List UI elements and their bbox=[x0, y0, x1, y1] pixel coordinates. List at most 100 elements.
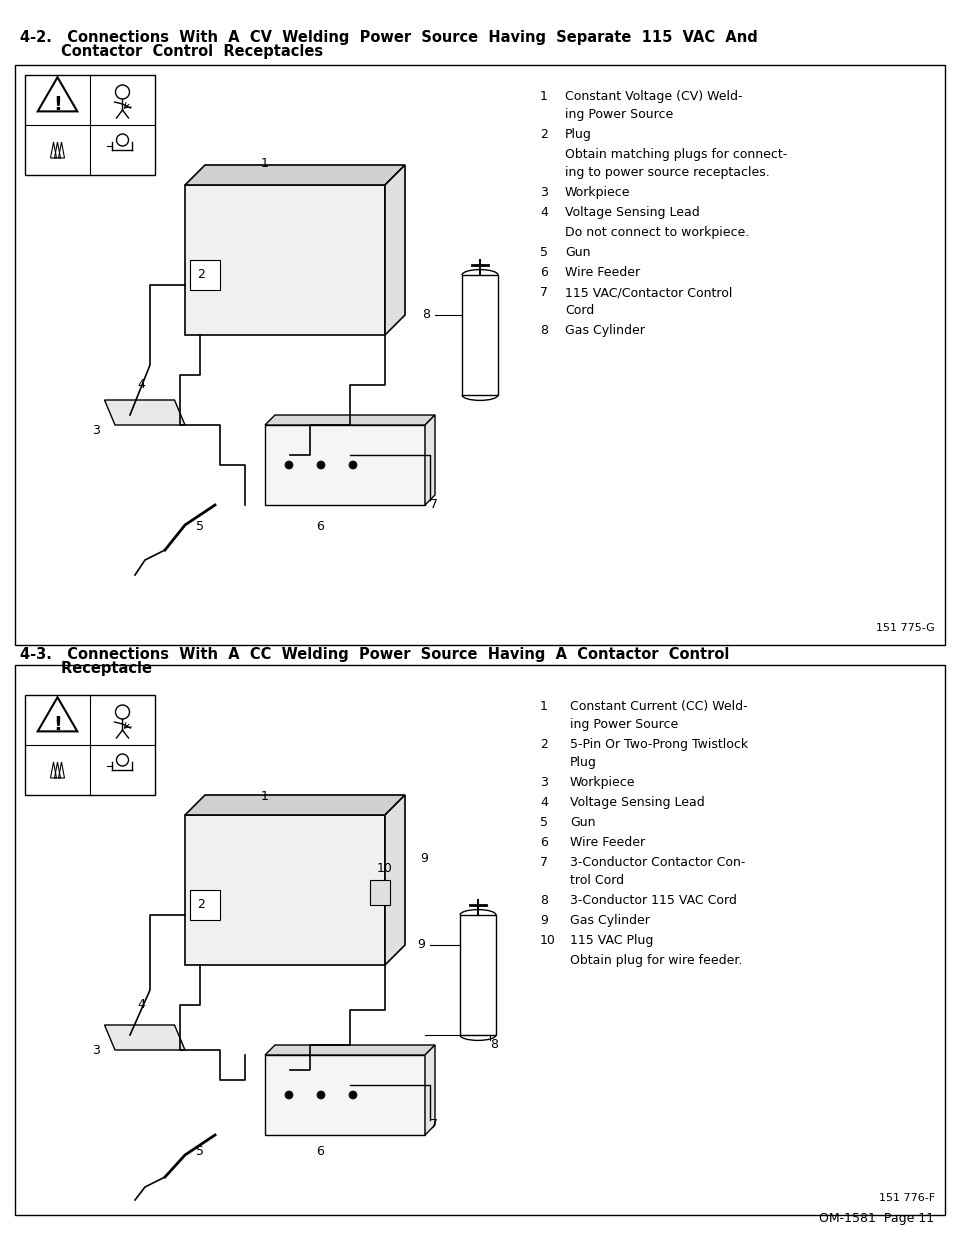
Bar bbox=[15, 664, 944, 1215]
Polygon shape bbox=[385, 795, 405, 965]
Text: !: ! bbox=[53, 715, 62, 734]
Text: 4-3.   Connections  With  A  CC  Welding  Power  Source  Having  A  Contactor  C: 4-3. Connections With A CC Welding Power… bbox=[20, 647, 729, 662]
Text: Gas Cylinder: Gas Cylinder bbox=[569, 914, 649, 927]
Polygon shape bbox=[105, 1025, 185, 1050]
Text: Workpiece: Workpiece bbox=[564, 186, 630, 199]
Text: 6: 6 bbox=[539, 266, 547, 279]
Text: Receptacle: Receptacle bbox=[20, 661, 152, 676]
Bar bbox=[265, 1055, 424, 1135]
Polygon shape bbox=[265, 415, 435, 425]
Text: 5-Pin Or Two-Prong Twistlock: 5-Pin Or Two-Prong Twistlock bbox=[569, 739, 747, 751]
Text: 4-2.   Connections  With  A  CV  Welding  Power  Source  Having  Separate  115  : 4-2. Connections With A CV Welding Power… bbox=[20, 30, 757, 44]
Text: 115 VAC Plug: 115 VAC Plug bbox=[569, 934, 653, 947]
Text: Plug: Plug bbox=[564, 128, 591, 141]
Bar bbox=[461, 275, 497, 395]
Text: Plug: Plug bbox=[569, 756, 597, 769]
Text: trol Cord: trol Cord bbox=[569, 874, 623, 887]
Bar bbox=[265, 425, 424, 505]
Text: 10: 10 bbox=[539, 934, 556, 947]
Text: 2: 2 bbox=[539, 128, 547, 141]
Polygon shape bbox=[105, 400, 185, 425]
Bar bbox=[15, 65, 944, 645]
Polygon shape bbox=[265, 1045, 435, 1055]
Text: 3: 3 bbox=[92, 1044, 100, 1056]
Text: 5: 5 bbox=[539, 816, 547, 829]
Text: !: ! bbox=[53, 95, 62, 114]
Text: 4: 4 bbox=[539, 206, 547, 219]
Text: 10: 10 bbox=[376, 862, 393, 876]
Circle shape bbox=[285, 1091, 293, 1099]
Text: 3: 3 bbox=[539, 186, 547, 199]
Circle shape bbox=[349, 1091, 356, 1099]
Text: 7: 7 bbox=[430, 499, 437, 511]
Circle shape bbox=[285, 461, 293, 469]
Text: Constant Current (CC) Weld-: Constant Current (CC) Weld- bbox=[569, 700, 747, 713]
Text: 151 776-F: 151 776-F bbox=[878, 1193, 934, 1203]
Text: Obtain matching plugs for connect-: Obtain matching plugs for connect- bbox=[564, 148, 786, 161]
Bar bbox=[370, 881, 390, 905]
Text: 4: 4 bbox=[137, 378, 145, 391]
Polygon shape bbox=[38, 698, 77, 731]
Text: 1: 1 bbox=[261, 790, 269, 803]
Polygon shape bbox=[185, 795, 405, 815]
Text: Cord: Cord bbox=[564, 304, 594, 317]
Text: 7: 7 bbox=[539, 287, 547, 299]
Text: 5: 5 bbox=[195, 1145, 204, 1158]
Text: 5: 5 bbox=[539, 246, 547, 259]
Text: 2: 2 bbox=[539, 739, 547, 751]
Text: Gun: Gun bbox=[569, 816, 595, 829]
Text: 6: 6 bbox=[315, 520, 324, 534]
Text: 1: 1 bbox=[539, 90, 547, 103]
Text: Gun: Gun bbox=[564, 246, 590, 259]
Text: 9: 9 bbox=[419, 852, 428, 864]
Text: 4: 4 bbox=[539, 797, 547, 809]
Text: 3: 3 bbox=[539, 776, 547, 789]
Text: 9: 9 bbox=[539, 914, 547, 927]
Circle shape bbox=[316, 1091, 325, 1099]
Text: Voltage Sensing Lead: Voltage Sensing Lead bbox=[564, 206, 699, 219]
Text: 8: 8 bbox=[539, 324, 547, 337]
Text: 1: 1 bbox=[261, 157, 269, 170]
Bar bbox=[25, 75, 154, 175]
Text: ing to power source receptacles.: ing to power source receptacles. bbox=[564, 165, 769, 179]
Circle shape bbox=[349, 461, 356, 469]
Polygon shape bbox=[385, 165, 405, 335]
Text: 3: 3 bbox=[92, 424, 100, 436]
Text: Gas Cylinder: Gas Cylinder bbox=[564, 324, 644, 337]
Text: Wire Feeder: Wire Feeder bbox=[569, 836, 644, 848]
Text: 151 775-G: 151 775-G bbox=[876, 622, 934, 634]
Text: 8: 8 bbox=[539, 894, 547, 906]
Polygon shape bbox=[424, 1045, 435, 1135]
Bar bbox=[459, 915, 496, 1035]
Polygon shape bbox=[424, 415, 435, 505]
Bar bbox=[185, 815, 385, 965]
Text: Workpiece: Workpiece bbox=[569, 776, 635, 789]
Text: Wire Feeder: Wire Feeder bbox=[564, 266, 639, 279]
Text: 5: 5 bbox=[195, 520, 204, 534]
Text: 6: 6 bbox=[539, 836, 547, 848]
Bar bbox=[185, 185, 385, 335]
Text: Constant Voltage (CV) Weld-: Constant Voltage (CV) Weld- bbox=[564, 90, 741, 103]
Bar bbox=[190, 890, 220, 920]
Text: 6: 6 bbox=[315, 1145, 324, 1158]
Text: OM-1581  Page 11: OM-1581 Page 11 bbox=[818, 1212, 933, 1225]
Text: 9: 9 bbox=[416, 939, 424, 951]
Text: 7: 7 bbox=[430, 1119, 437, 1131]
Text: Do not connect to workpiece.: Do not connect to workpiece. bbox=[564, 226, 748, 240]
Circle shape bbox=[316, 461, 325, 469]
Text: 8: 8 bbox=[490, 1039, 497, 1051]
Text: ing Power Source: ing Power Source bbox=[569, 718, 678, 731]
Polygon shape bbox=[185, 165, 405, 185]
Text: 2: 2 bbox=[197, 899, 205, 911]
Text: 7: 7 bbox=[539, 856, 547, 869]
Text: 3-Conductor 115 VAC Cord: 3-Conductor 115 VAC Cord bbox=[569, 894, 736, 906]
Text: Contactor  Control  Receptacles: Contactor Control Receptacles bbox=[20, 44, 323, 59]
Text: 3-Conductor Contactor Con-: 3-Conductor Contactor Con- bbox=[569, 856, 744, 869]
Text: 4: 4 bbox=[137, 999, 145, 1011]
Text: 1: 1 bbox=[539, 700, 547, 713]
Text: 2: 2 bbox=[197, 268, 205, 282]
Text: ing Power Source: ing Power Source bbox=[564, 107, 673, 121]
Text: Voltage Sensing Lead: Voltage Sensing Lead bbox=[569, 797, 704, 809]
Text: 8: 8 bbox=[421, 309, 430, 321]
Text: 115 VAC/Contactor Control: 115 VAC/Contactor Control bbox=[564, 287, 732, 299]
